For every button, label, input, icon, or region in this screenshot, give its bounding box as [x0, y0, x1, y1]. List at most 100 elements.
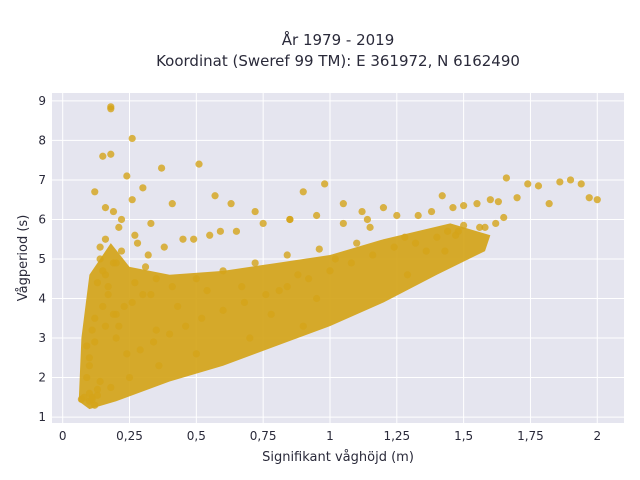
data-point [294, 271, 302, 279]
chart-title-line-2: Koordinat (Sweref 99 TM): E 361972, N 61… [156, 52, 520, 70]
data-point [566, 176, 575, 184]
data-point [112, 259, 120, 267]
x-axis-ticks: 0 0,25 0,5 0,75 1 1,25 1,5 1,75 2 [59, 429, 601, 443]
data-point [240, 298, 249, 307]
x-tick-label: 0,75 [250, 429, 277, 443]
data-point [96, 255, 104, 263]
data-point [262, 290, 270, 299]
data-point [216, 227, 224, 235]
data-point [104, 283, 112, 291]
data-point [502, 174, 510, 182]
data-point [238, 283, 246, 291]
data-point [438, 192, 446, 200]
data-point [125, 373, 134, 382]
y-tick-label: 7 [38, 173, 46, 187]
y-tick-label: 6 [38, 212, 46, 226]
data-point [275, 287, 283, 295]
data-points [77, 103, 601, 409]
x-tick-label: 0,25 [116, 429, 143, 443]
chart-title-line-1: År 1979 - 2019 [282, 30, 395, 49]
data-point [101, 204, 110, 212]
data-point [190, 235, 198, 243]
data-point [96, 243, 104, 251]
data-point [219, 267, 227, 275]
data-point [77, 395, 86, 403]
data-point [128, 298, 136, 307]
x-tick-label: 1,75 [517, 429, 544, 443]
data-point [401, 233, 409, 241]
data-point [481, 223, 489, 231]
data-point [326, 267, 334, 275]
data-point [115, 223, 123, 231]
data-point [393, 211, 401, 220]
data-point [283, 251, 291, 259]
data-point [363, 215, 372, 224]
data-point [577, 180, 585, 188]
data-point [433, 233, 441, 241]
data-point [441, 247, 449, 255]
x-tick-label: 2 [593, 429, 601, 443]
data-point [476, 223, 484, 231]
data-point [339, 200, 347, 208]
data-point [101, 235, 110, 243]
data-point [149, 338, 158, 346]
data-point [494, 198, 502, 206]
y-tick-label: 1 [38, 410, 46, 424]
data-point [353, 239, 361, 247]
dense-point-cloud [78, 223, 491, 410]
x-tick-label: 0,5 [187, 429, 206, 443]
y-tick-label: 9 [38, 94, 46, 108]
data-point [133, 239, 142, 247]
y-tick-label: 8 [38, 133, 46, 147]
data-point [585, 194, 593, 202]
data-point [227, 200, 235, 208]
x-axis-label: Signifikant våghöjd (m) [262, 450, 414, 465]
data-point [152, 275, 160, 283]
data-point [123, 350, 131, 358]
data-point [379, 204, 388, 212]
data-point [304, 275, 313, 283]
data-point [390, 243, 398, 251]
data-point [85, 389, 94, 397]
data-point [593, 196, 601, 204]
dense-region [78, 223, 491, 410]
data-point [107, 103, 115, 111]
data-point [160, 243, 168, 251]
data-point [500, 213, 508, 222]
x-tick-label: 1 [326, 429, 334, 443]
data-point [155, 362, 163, 370]
data-point [131, 231, 139, 239]
data-point [331, 255, 339, 263]
data-point [99, 152, 107, 160]
data-point [83, 342, 91, 350]
data-point [545, 200, 553, 208]
data-point [486, 196, 494, 204]
data-point [168, 283, 176, 291]
y-tick-label: 3 [38, 331, 46, 345]
data-point [267, 310, 275, 318]
data-point [556, 178, 564, 186]
data-point [131, 279, 139, 287]
data-point [93, 279, 102, 287]
data-point [449, 204, 457, 212]
data-point [91, 401, 99, 409]
data-point [115, 322, 123, 330]
data-point [166, 330, 174, 338]
data-point [88, 395, 96, 403]
data-point [144, 251, 152, 259]
data-point [414, 211, 422, 220]
data-point [101, 322, 110, 330]
data-point [85, 362, 94, 370]
data-point [246, 334, 254, 342]
data-point [141, 263, 150, 271]
data-point [203, 287, 211, 295]
data-point [85, 354, 94, 362]
data-point [232, 227, 241, 235]
y-axis-ticks: 1 2 3 4 5 6 7 8 9 [38, 94, 46, 424]
data-point [168, 200, 176, 208]
data-point [128, 196, 136, 204]
x-tick-label: 1,5 [454, 429, 473, 443]
data-point [443, 227, 452, 235]
data-point [299, 188, 307, 196]
data-point [174, 302, 182, 311]
